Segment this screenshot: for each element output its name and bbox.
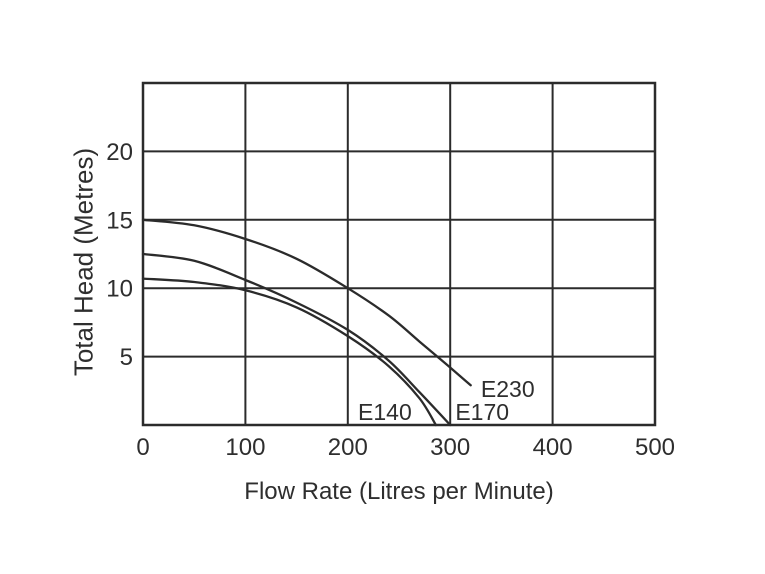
curve-e230 bbox=[141, 218, 472, 387]
x-axis-title: Flow Rate (Litres per Minute) bbox=[244, 478, 554, 505]
x-tick-label: 100 bbox=[225, 434, 265, 461]
x-tick-label: 200 bbox=[328, 434, 368, 461]
y-tick-label: 10 bbox=[106, 276, 133, 303]
y-tick-label: 5 bbox=[120, 344, 133, 371]
curve-e170 bbox=[141, 252, 452, 427]
y-tick-label: 20 bbox=[106, 139, 133, 166]
plot-border bbox=[141, 81, 657, 427]
x-tick-label: 500 bbox=[635, 434, 675, 461]
curve-label-e140: E140 bbox=[358, 399, 412, 425]
x-tick-label: 300 bbox=[430, 434, 470, 461]
x-tick-label: 400 bbox=[533, 434, 573, 461]
y-tick-label: 15 bbox=[106, 207, 133, 234]
curve-label-e170: E170 bbox=[455, 399, 509, 425]
x-tick-label: 0 bbox=[136, 434, 149, 461]
curve-e140 bbox=[141, 277, 438, 427]
y-axis-title: Total Head (Metres) bbox=[68, 147, 99, 377]
curve-label-e230: E230 bbox=[481, 376, 535, 402]
